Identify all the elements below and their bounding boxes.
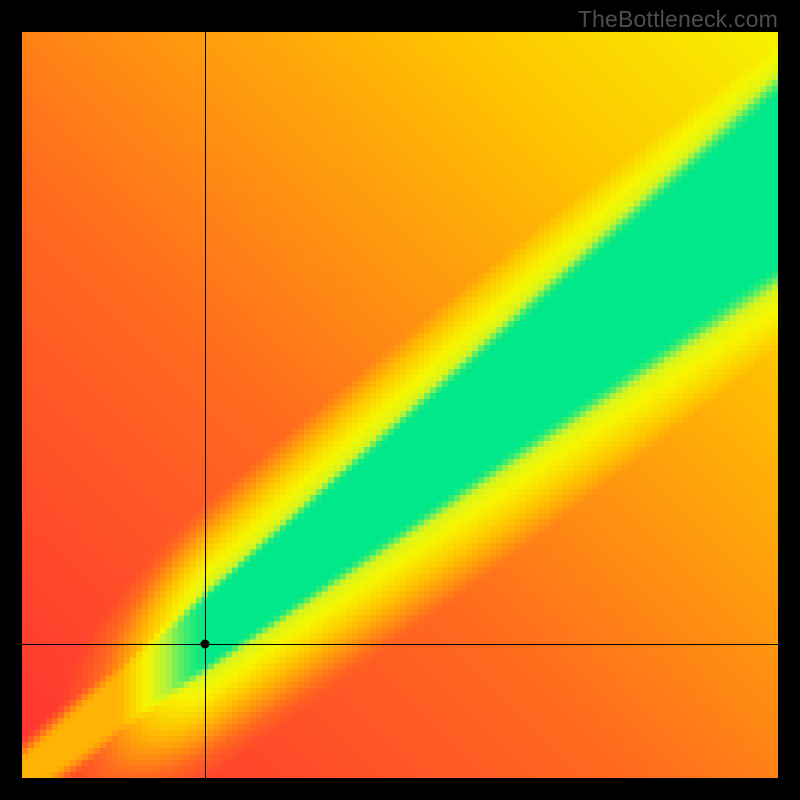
watermark-text: TheBottleneck.com (578, 6, 778, 33)
marker-point (200, 639, 209, 648)
crosshair-horizontal (22, 644, 778, 645)
heatmap-canvas (22, 32, 778, 778)
crosshair-vertical (205, 32, 206, 778)
heatmap-plot (22, 32, 778, 778)
